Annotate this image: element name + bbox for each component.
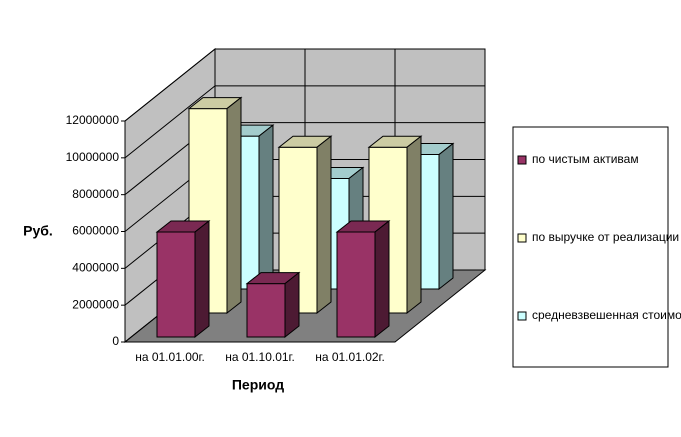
bar-side: [374, 219, 390, 339]
bar-side: [438, 142, 454, 291]
bar: [155, 219, 211, 339]
bar: [277, 135, 333, 315]
legend-label: средневзвешенная стоимость: [532, 308, 681, 322]
bar: [335, 219, 391, 339]
legend-swatch: [517, 233, 527, 243]
x-tick-label: на 01.01.00г.: [135, 350, 205, 364]
bar-side: [316, 135, 332, 315]
bar: [245, 271, 301, 339]
y-axis-title: Руб.: [23, 223, 53, 239]
y-tick-label: 10000000: [66, 150, 120, 164]
bar-side: [258, 124, 274, 291]
legend-box: [512, 126, 669, 368]
y-tick-label: 6000000: [72, 224, 119, 238]
bar-side: [194, 219, 210, 339]
bar-front: [156, 231, 196, 338]
y-tick-label: 4000000: [72, 261, 119, 275]
legend-label: по чистым активам: [532, 152, 639, 166]
x-tick-label: на 01.01.02г.: [315, 350, 385, 364]
y-tick-label: 12000000: [66, 113, 120, 127]
bar-side: [406, 135, 422, 315]
bar-side: [284, 271, 300, 339]
y-tick-label: 8000000: [72, 187, 119, 201]
x-axis-title: Период: [232, 377, 284, 393]
bar-front: [246, 283, 286, 338]
bar-side: [226, 96, 242, 315]
x-tick-label: на 01.10.01г.: [225, 350, 295, 364]
legend-swatch: [517, 155, 527, 165]
grid-line: [124, 48, 216, 122]
y-tick-label: 2000000: [72, 297, 119, 311]
legend-swatch: [517, 311, 527, 321]
bar-front: [336, 231, 376, 338]
grid-line: [124, 85, 216, 159]
legend-label: по выручке от реализации: [532, 230, 679, 244]
y-tick-label: 0: [112, 334, 119, 348]
